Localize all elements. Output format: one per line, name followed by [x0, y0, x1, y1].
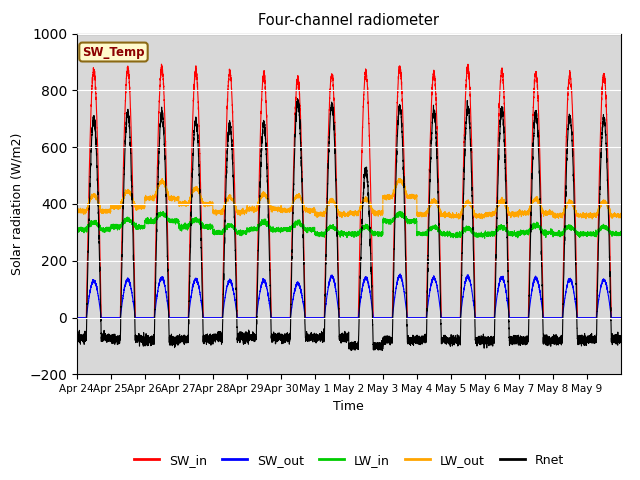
- Rnet: [378, 348, 386, 353]
- Text: SW_Temp: SW_Temp: [82, 46, 145, 59]
- Y-axis label: Solar radiation (W/m2): Solar radiation (W/m2): [11, 133, 24, 275]
- Rnet: [73, 339, 81, 345]
- SW_out: [481, 315, 489, 321]
- LW_in: [214, 228, 221, 234]
- Line: LW_in: LW_in: [77, 212, 621, 238]
- SW_in: [240, 315, 248, 321]
- LW_in: [73, 226, 81, 232]
- LW_out: [454, 216, 462, 222]
- SW_out: [317, 315, 324, 321]
- SW_in: [317, 315, 324, 321]
- LW_in: [547, 229, 555, 235]
- LW_out: [92, 195, 100, 201]
- LW_in: [481, 235, 488, 241]
- SW_out: [92, 282, 100, 288]
- SW_out: [214, 315, 221, 321]
- Line: SW_in: SW_in: [77, 64, 621, 318]
- SW_in: [214, 315, 221, 321]
- SW_in: [157, 61, 165, 67]
- SW_out: [396, 271, 404, 277]
- Line: LW_out: LW_out: [77, 179, 621, 219]
- Legend: SW_in, SW_out, LW_in, LW_out, Rnet: SW_in, SW_out, LW_in, LW_out, Rnet: [129, 449, 569, 472]
- SW_in: [547, 315, 555, 321]
- Rnet: [317, 331, 324, 336]
- LW_out: [482, 214, 490, 219]
- LW_out: [547, 210, 555, 216]
- LW_out: [240, 210, 248, 216]
- SW_out: [617, 315, 625, 321]
- LW_in: [482, 231, 490, 237]
- LW_out: [158, 176, 166, 181]
- LW_in: [396, 209, 404, 215]
- X-axis label: Time: Time: [333, 400, 364, 413]
- Rnet: [240, 336, 248, 342]
- Rnet: [294, 96, 301, 102]
- LW_out: [617, 210, 625, 216]
- Rnet: [482, 337, 490, 343]
- Title: Four-channel radiometer: Four-channel radiometer: [259, 13, 439, 28]
- LW_in: [240, 228, 248, 234]
- LW_out: [317, 212, 324, 218]
- Line: SW_out: SW_out: [77, 274, 621, 318]
- Line: Rnet: Rnet: [77, 99, 621, 350]
- SW_out: [240, 315, 248, 321]
- Rnet: [214, 333, 221, 339]
- SW_out: [547, 315, 555, 321]
- LW_in: [617, 231, 625, 237]
- SW_in: [92, 91, 100, 96]
- LW_out: [214, 208, 221, 214]
- SW_out: [73, 315, 81, 321]
- LW_out: [73, 207, 81, 213]
- SW_in: [617, 315, 625, 321]
- SW_in: [73, 315, 81, 321]
- LW_in: [92, 218, 100, 224]
- SW_in: [481, 315, 489, 321]
- Rnet: [547, 338, 555, 344]
- LW_in: [317, 230, 324, 236]
- Rnet: [617, 337, 625, 343]
- Rnet: [92, 135, 100, 141]
